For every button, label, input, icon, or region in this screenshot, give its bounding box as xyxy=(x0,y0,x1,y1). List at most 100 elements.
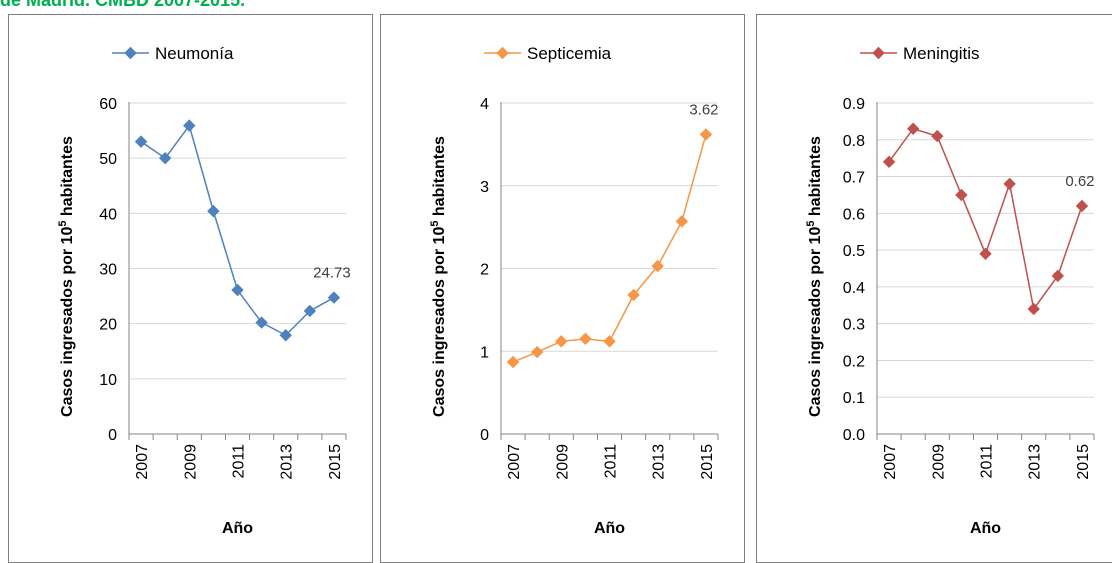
data-label: 3.62 xyxy=(689,101,718,118)
y-tick-label: 0.0 xyxy=(843,427,865,444)
y-tick-label: 0.2 xyxy=(843,353,865,370)
x-tick-label: 2013 xyxy=(279,444,296,480)
x-tick-label: 2011 xyxy=(603,444,620,479)
data-point-marker xyxy=(699,128,713,141)
legend-label: Meningitis xyxy=(903,44,980,63)
y-tick-label: 0 xyxy=(480,427,489,444)
y-tick-label: 0.5 xyxy=(843,243,865,260)
legend-marker xyxy=(496,46,509,60)
x-tick-label: 2007 xyxy=(882,444,899,480)
legend: Neumonía xyxy=(112,44,234,63)
legend-label: Neumonía xyxy=(155,44,234,63)
x-tick-label: 2007 xyxy=(506,444,523,480)
x-tick-label: 2009 xyxy=(930,444,947,480)
y-tick-label: 0.7 xyxy=(843,170,865,187)
x-tick-label: 2009 xyxy=(554,444,571,480)
x-axis-title: Año xyxy=(222,520,253,537)
x-tick-label: 2007 xyxy=(134,444,151,480)
data-point-marker xyxy=(1051,269,1065,283)
series-line xyxy=(888,127,1083,311)
data-point-marker xyxy=(303,304,317,318)
data-point-marker xyxy=(1027,302,1040,316)
legend-label: Septicemia xyxy=(527,44,612,63)
y-axis-title-main: Casos ingresados por 10 xyxy=(807,227,824,417)
y-axis-title-end: habitantes xyxy=(431,136,448,221)
data-label: 24.73 xyxy=(313,265,351,282)
data-point-marker xyxy=(906,122,920,135)
page-title: de Madrid. CMBD 2007-2015. xyxy=(0,0,246,10)
y-axis-title-main: Casos ingresados por 10 xyxy=(59,227,76,417)
data-point-marker xyxy=(579,332,592,346)
data-point-marker xyxy=(207,204,220,218)
x-axis-title: Año xyxy=(970,520,1001,537)
data-point-marker xyxy=(158,151,172,165)
y-axis-title: Casos ingresados por 105 habitantes xyxy=(57,136,76,417)
data-point-marker xyxy=(327,291,341,304)
series-line xyxy=(512,134,707,363)
y-tick-label: 0.9 xyxy=(843,96,865,113)
chart-panel-neumonia: 0 10 20 30 40 50 60 2007 2009 2011 2013 2015 Año Caso… xyxy=(8,14,373,563)
data-point-marker xyxy=(1075,199,1089,213)
legend-marker xyxy=(872,46,885,60)
data-point-marker xyxy=(134,135,148,148)
y-tick-label: 3 xyxy=(480,179,489,196)
x-tick-label: 2011 xyxy=(979,444,996,479)
y-axis-title-main: Casos ingresados por 10 xyxy=(431,227,448,417)
x-axis-title: Año xyxy=(594,520,625,537)
y-tick-label: 20 xyxy=(99,317,117,334)
chart-panel-meningitis: 0.0 0.1 0.2 0.3 0.4 0.5 0.6 0.7 0.8 0.9 2007 2009 20… xyxy=(756,14,1112,563)
y-tick-label: 60 xyxy=(99,96,117,113)
data-point-marker xyxy=(675,215,689,228)
y-tick-label: 0.8 xyxy=(843,133,865,150)
data-point-marker xyxy=(1003,177,1016,191)
y-tick-label: 0.4 xyxy=(843,280,865,297)
y-axis-title-superscript: 5 xyxy=(805,221,817,227)
data-point-marker xyxy=(627,288,640,302)
data-point-marker xyxy=(231,283,244,297)
chart-septicemia: 0 1 2 3 4 2007 2009 2011 2013 2015 Año Casos ingres… xyxy=(429,44,719,537)
y-tick-label: 0.1 xyxy=(843,390,865,407)
x-tick-label: 2011 xyxy=(231,444,248,479)
y-axis-title-end: habitantes xyxy=(59,136,76,221)
data-point-marker xyxy=(651,259,664,273)
data-point-marker xyxy=(555,335,568,348)
data-point-marker xyxy=(955,188,968,202)
chart-neumonia: 0 10 20 30 40 50 60 2007 2009 2011 2013 2015 Año Caso… xyxy=(57,44,351,537)
x-tick-label: 2015 xyxy=(699,444,716,480)
y-tick-label: 50 xyxy=(99,151,117,168)
data-point-marker xyxy=(931,129,944,143)
chart-panel-septicemia: 0 1 2 3 4 2007 2009 2011 2013 2015 Año Casos ingres… xyxy=(380,14,745,563)
y-tick-label: 30 xyxy=(99,262,117,279)
data-point-marker xyxy=(530,345,544,359)
x-tick-label: 2013 xyxy=(651,444,668,480)
data-point-marker xyxy=(183,119,196,132)
data-point-marker xyxy=(506,355,520,369)
y-axis-title: Casos ingresados por 105 habitantes xyxy=(805,136,824,417)
y-tick-label: 0.3 xyxy=(843,317,865,334)
y-tick-label: 1 xyxy=(480,344,489,361)
y-tick-label: 10 xyxy=(99,372,117,389)
y-axis-title-superscript: 5 xyxy=(429,221,441,227)
y-tick-label: 4 xyxy=(480,96,489,113)
y-axis-title: Casos ingresados por 105 habitantes xyxy=(429,136,448,417)
y-axis-title-superscript: 5 xyxy=(57,221,69,227)
data-point-marker xyxy=(979,247,992,260)
y-tick-label: 0.6 xyxy=(843,206,865,223)
legend: Septicemia xyxy=(484,44,612,63)
chart-meningitis: 0.0 0.1 0.2 0.3 0.4 0.5 0.6 0.7 0.8 0.9 2007 2009 20… xyxy=(805,44,1095,537)
x-tick-label: 2015 xyxy=(1075,444,1092,480)
y-axis-title-end: habitantes xyxy=(807,136,824,221)
y-tick-label: 2 xyxy=(480,262,489,279)
data-label: 0.62 xyxy=(1065,173,1094,190)
x-tick-label: 2013 xyxy=(1027,444,1044,480)
data-point-marker xyxy=(882,155,896,169)
data-point-marker xyxy=(255,316,268,329)
legend: Meningitis xyxy=(860,44,980,63)
data-point-marker xyxy=(279,329,292,342)
y-tick-label: 0 xyxy=(108,427,117,444)
x-tick-label: 2009 xyxy=(182,444,199,480)
x-tick-label: 2015 xyxy=(327,444,344,480)
legend-marker xyxy=(124,46,137,60)
data-point-marker xyxy=(603,335,616,348)
y-tick-label: 40 xyxy=(99,206,117,223)
